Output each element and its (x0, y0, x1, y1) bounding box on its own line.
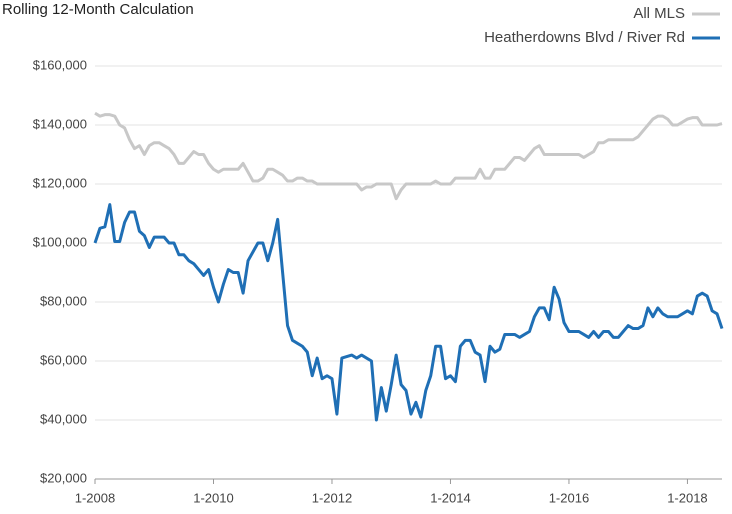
y-tick-label: $80,000 (40, 293, 87, 308)
x-tick-label: 1-2008 (75, 490, 115, 505)
legend-label: All MLS (633, 5, 685, 22)
chart-title: Rolling 12-Month Calculation (2, 1, 194, 18)
line-series (93, 203, 724, 422)
x-tick-label: 1-2014 (430, 490, 470, 505)
x-tick-label: 1-2016 (549, 490, 589, 505)
y-tick-label: $160,000 (33, 57, 87, 72)
y-tick-label: $100,000 (33, 234, 87, 249)
line-series (94, 111, 723, 201)
y-tick-label: $140,000 (33, 116, 87, 131)
x-tick-label: 1-2012 (312, 490, 352, 505)
y-tick-label: $40,000 (40, 411, 87, 426)
x-tick-label: 1-2010 (193, 490, 233, 505)
legend-label: Heatherdowns Blvd / River Rd (484, 29, 685, 46)
x-tick-label: 1-2018 (667, 490, 707, 505)
y-tick-label: $20,000 (40, 470, 87, 485)
y-tick-label: $60,000 (40, 352, 87, 367)
y-tick-label: $120,000 (33, 175, 87, 190)
